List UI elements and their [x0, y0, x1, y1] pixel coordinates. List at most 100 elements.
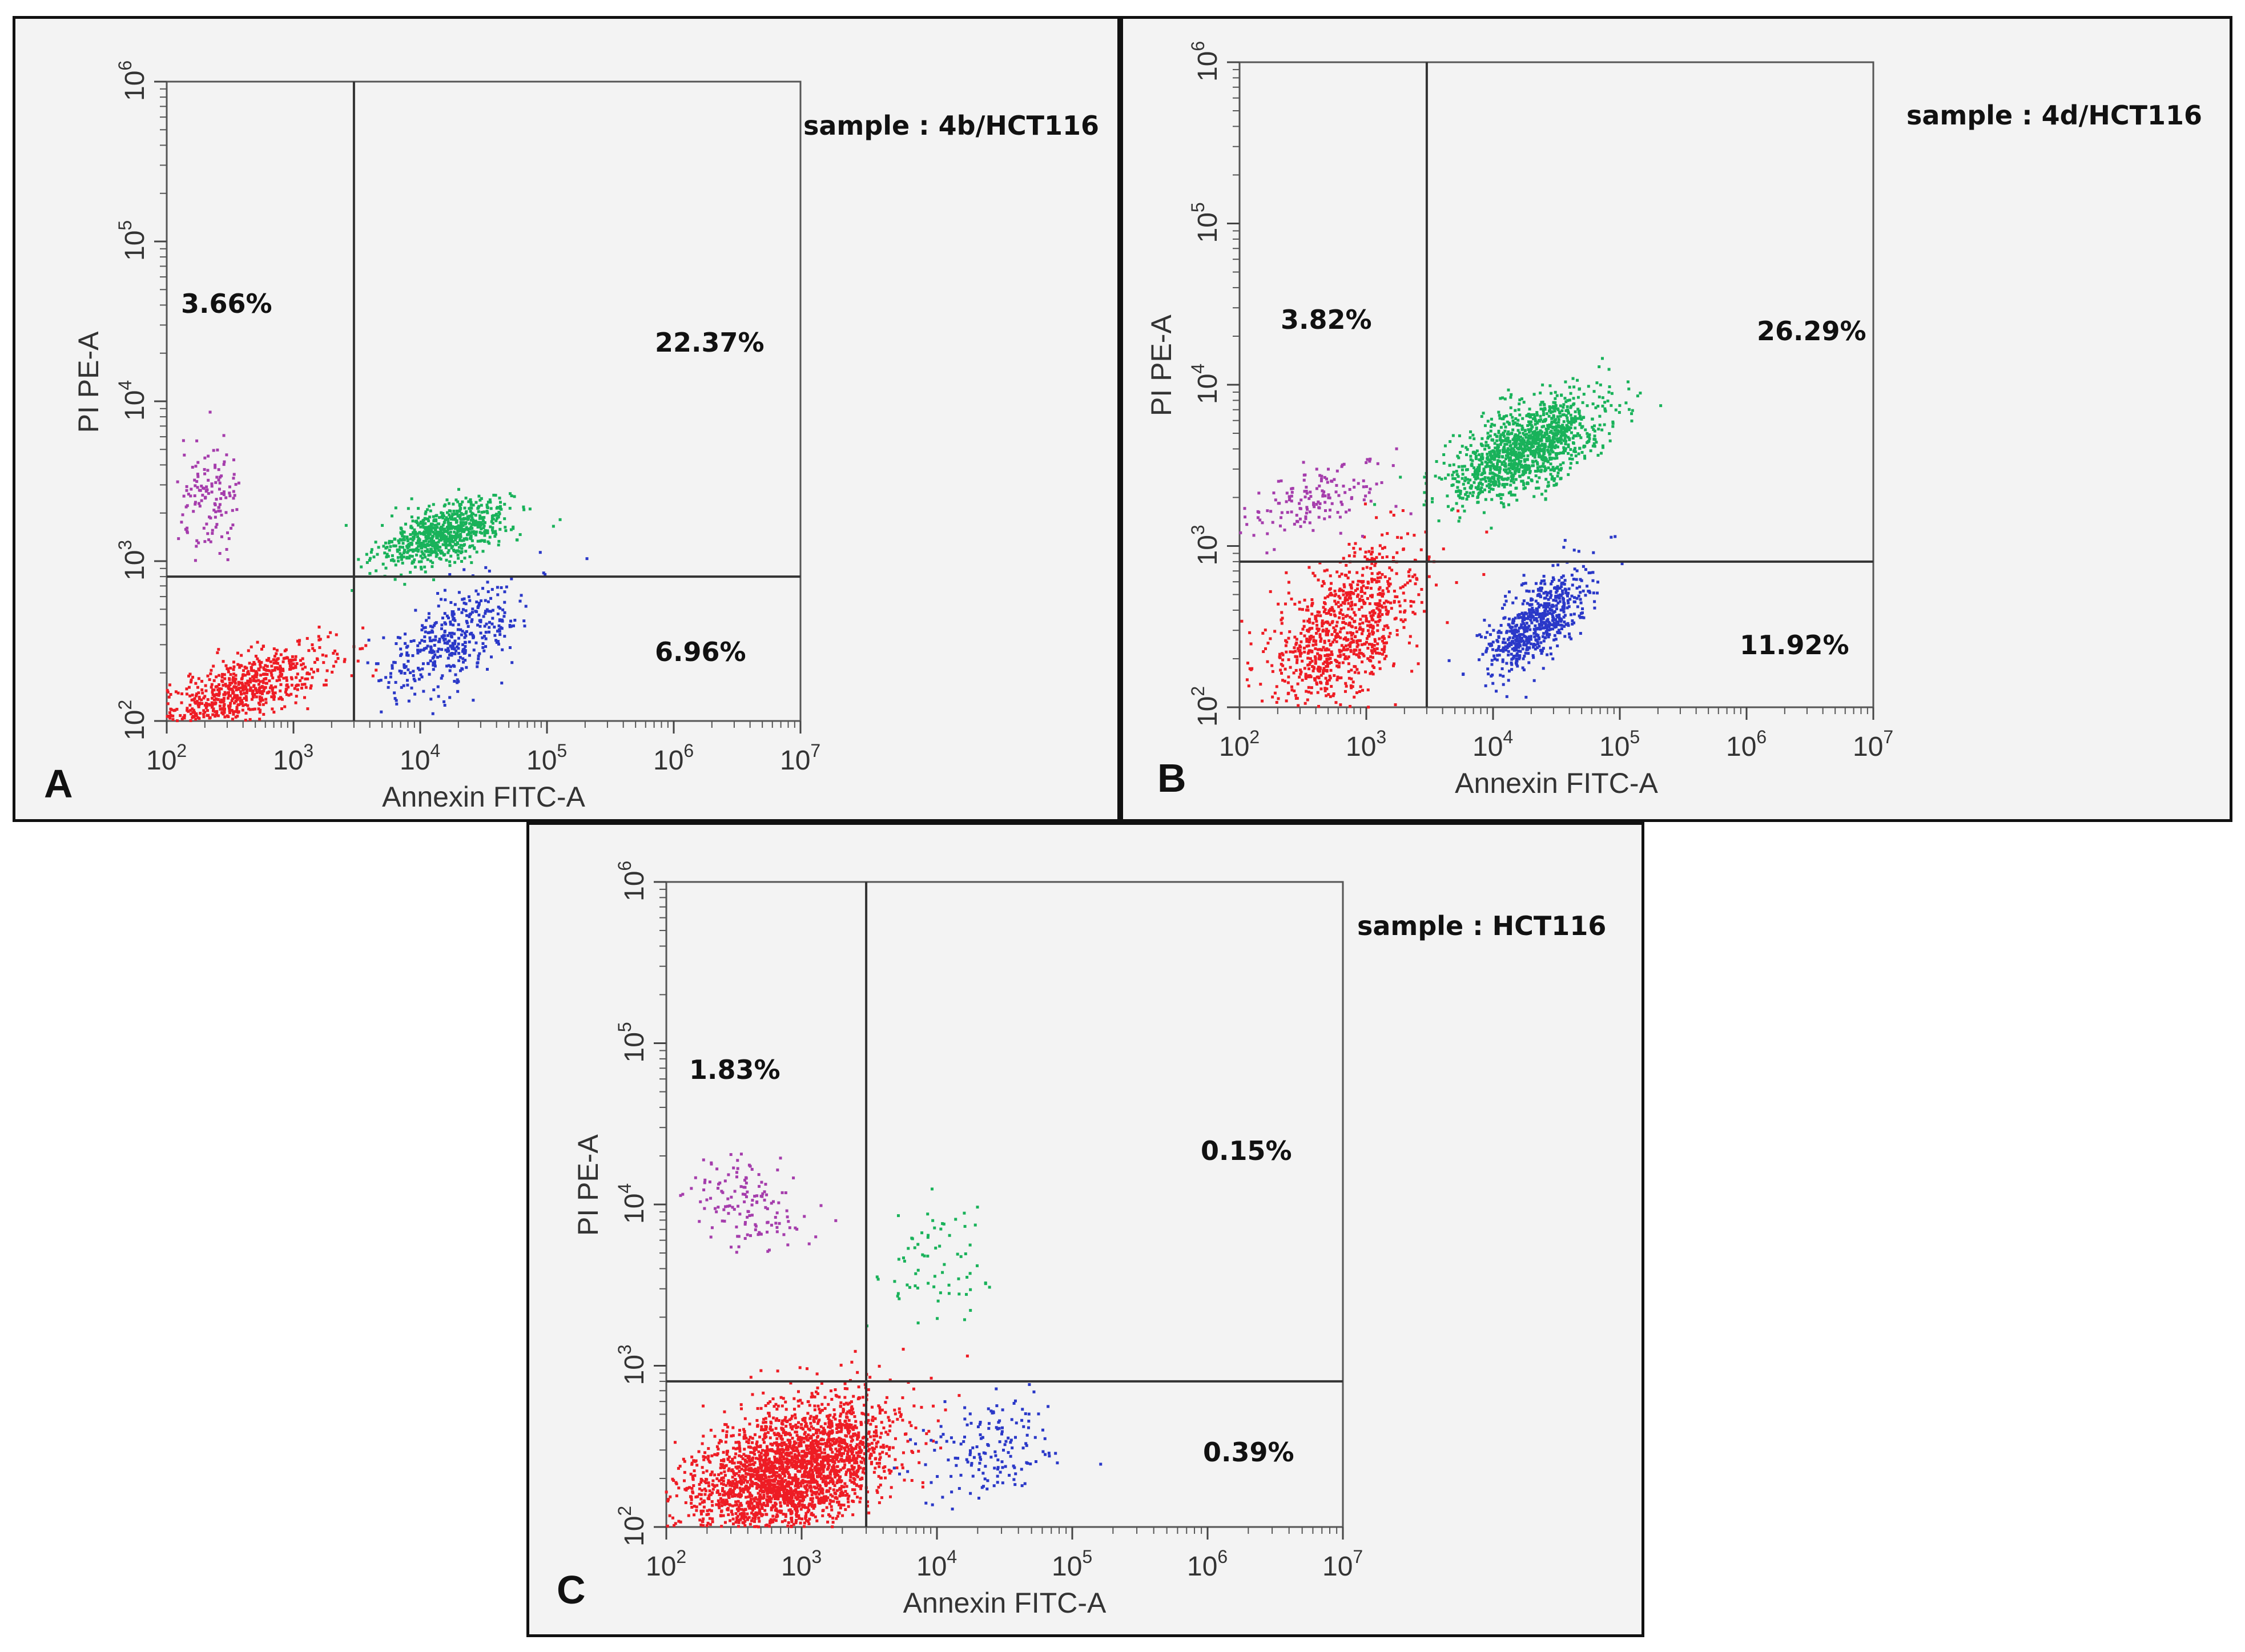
quadrant-upper-right-percent: 22.37% — [655, 327, 765, 358]
event-dot — [1342, 462, 1346, 466]
event-dot — [389, 545, 392, 548]
event-dot — [205, 522, 208, 526]
event-dot — [1535, 436, 1539, 440]
event-dot — [1327, 678, 1331, 682]
event-dot — [1371, 645, 1374, 648]
event-dot — [191, 466, 194, 469]
event-dot — [404, 522, 407, 526]
event-dot — [1514, 617, 1517, 620]
event-dot — [1562, 574, 1565, 578]
event-dot — [1325, 668, 1329, 672]
event-dot — [1497, 485, 1500, 488]
event-dot — [210, 485, 214, 488]
event-dot — [1357, 655, 1361, 658]
event-dot — [1567, 473, 1570, 476]
event-dot — [1566, 399, 1570, 402]
event-dot — [299, 659, 302, 662]
event-dot — [1529, 434, 1532, 437]
event-dot — [496, 612, 500, 615]
event-dot — [1499, 674, 1502, 677]
event-dot — [258, 711, 261, 714]
event-dot — [1508, 469, 1511, 473]
event-dot — [1500, 607, 1504, 610]
event-dot — [1575, 569, 1579, 573]
y-axis-label: PI PE-A — [73, 331, 104, 433]
event-dot — [409, 571, 412, 574]
event-dot — [1317, 515, 1321, 519]
event-dot — [279, 668, 282, 672]
event-dot — [188, 694, 192, 698]
event-dot — [1576, 432, 1579, 436]
event-dot — [168, 683, 171, 687]
event-dot — [300, 663, 303, 667]
event-dot — [1537, 442, 1540, 445]
event-dot — [1461, 477, 1464, 480]
event-dot — [1512, 630, 1515, 634]
event-dot — [448, 696, 452, 699]
event-dot — [453, 680, 456, 683]
event-dot — [424, 550, 427, 553]
event-dot — [389, 675, 392, 679]
event-dot — [1545, 431, 1548, 434]
event-dot — [1361, 629, 1365, 632]
event-dot — [1549, 627, 1552, 631]
event-dot — [440, 511, 443, 514]
event-dot — [470, 539, 474, 542]
event-dot — [409, 533, 412, 536]
event-dot — [200, 484, 203, 487]
event-dot — [424, 626, 427, 629]
event-dot — [447, 549, 450, 552]
event-dot — [1293, 635, 1297, 639]
event-dot — [1482, 469, 1486, 473]
event-dot — [1534, 422, 1537, 426]
event-dot — [425, 534, 428, 538]
event-dot — [1553, 610, 1556, 613]
event-dot — [1315, 623, 1319, 627]
event-dot — [285, 679, 288, 682]
event-dot — [438, 538, 441, 542]
event-dot — [483, 521, 486, 525]
event-dot — [1385, 599, 1388, 603]
event-dot — [306, 677, 309, 680]
event-dot — [1518, 398, 1522, 402]
event-dot — [433, 660, 436, 663]
event-dot — [1564, 591, 1568, 594]
event-dot — [457, 659, 461, 662]
event-dot — [471, 518, 474, 522]
event-dot — [1556, 585, 1559, 588]
event-dot — [227, 667, 230, 671]
event-dot — [542, 571, 545, 575]
event-dot — [1369, 655, 1373, 658]
event-dot — [1321, 630, 1325, 633]
event-dot — [1543, 442, 1547, 446]
event-dot — [1281, 652, 1284, 655]
event-dot — [1514, 450, 1518, 454]
event-dot — [1487, 483, 1491, 486]
event-dot — [1245, 523, 1249, 526]
event-dot — [1498, 456, 1501, 459]
event-dot — [201, 493, 204, 497]
event-dot — [1409, 605, 1413, 608]
event-dot — [219, 509, 222, 513]
event-dot — [460, 633, 463, 636]
event-dot — [1518, 424, 1521, 427]
event-dot — [1501, 440, 1504, 443]
event-dot — [1559, 439, 1562, 442]
event-dot — [1345, 591, 1348, 595]
event-dot — [1532, 393, 1536, 396]
event-dot — [1526, 448, 1530, 451]
event-dot — [1363, 502, 1367, 506]
event-dot — [255, 675, 258, 679]
event-dot — [1552, 435, 1555, 438]
event-dot — [1295, 658, 1299, 662]
event-dot — [1354, 626, 1358, 630]
event-dot — [1557, 421, 1560, 424]
event-dot — [1515, 630, 1518, 634]
event-dot — [1354, 648, 1358, 652]
event-dot — [1399, 586, 1402, 590]
event-dot — [375, 569, 378, 573]
event-dot — [1518, 460, 1522, 464]
event-dot — [307, 649, 311, 652]
event-dot — [186, 526, 189, 530]
event-dot — [426, 508, 429, 511]
